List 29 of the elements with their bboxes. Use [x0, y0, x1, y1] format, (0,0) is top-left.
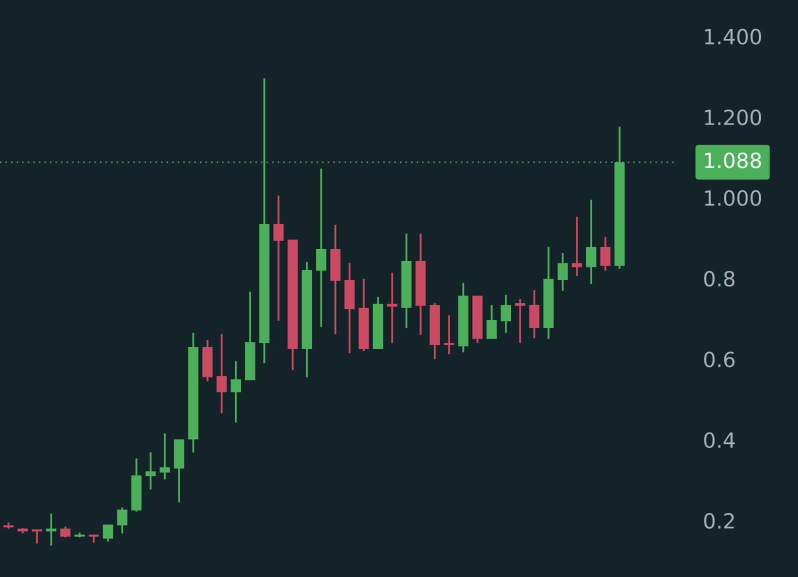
candlestick — [273, 194, 284, 322]
candlestick — [32, 528, 42, 544]
candlestick — [529, 289, 540, 340]
candlestick — [102, 524, 114, 542]
candlestick — [600, 236, 610, 272]
candlestick — [146, 451, 156, 490]
candlestick — [60, 526, 70, 538]
y-tick-label: 1.400 — [705, 28, 762, 45]
candlestick — [572, 216, 582, 277]
y-tick-label: 0.2 — [704, 512, 734, 529]
y-tick-label: 1.200 — [705, 109, 762, 126]
candlestick — [46, 512, 56, 546]
candlestick — [387, 272, 398, 344]
candlestick — [500, 294, 512, 334]
candlestick — [230, 360, 242, 424]
candlestick — [486, 304, 497, 340]
y-tick-label: 0.8 — [704, 270, 734, 287]
candlestick — [117, 506, 128, 534]
ref-line-label: 1.088 — [705, 152, 761, 168]
candlestick — [586, 198, 596, 285]
y-tick-label: 1.000 — [705, 190, 762, 206]
candlestick — [444, 314, 454, 356]
y-tick-label: 0.6 — [704, 352, 735, 368]
candlestick — [514, 298, 526, 344]
candlestick — [558, 252, 568, 292]
candlestick — [216, 333, 227, 414]
y-tick-label: 0.4 — [704, 432, 735, 448]
candlestick — [160, 432, 170, 480]
candlestick — [316, 168, 326, 328]
